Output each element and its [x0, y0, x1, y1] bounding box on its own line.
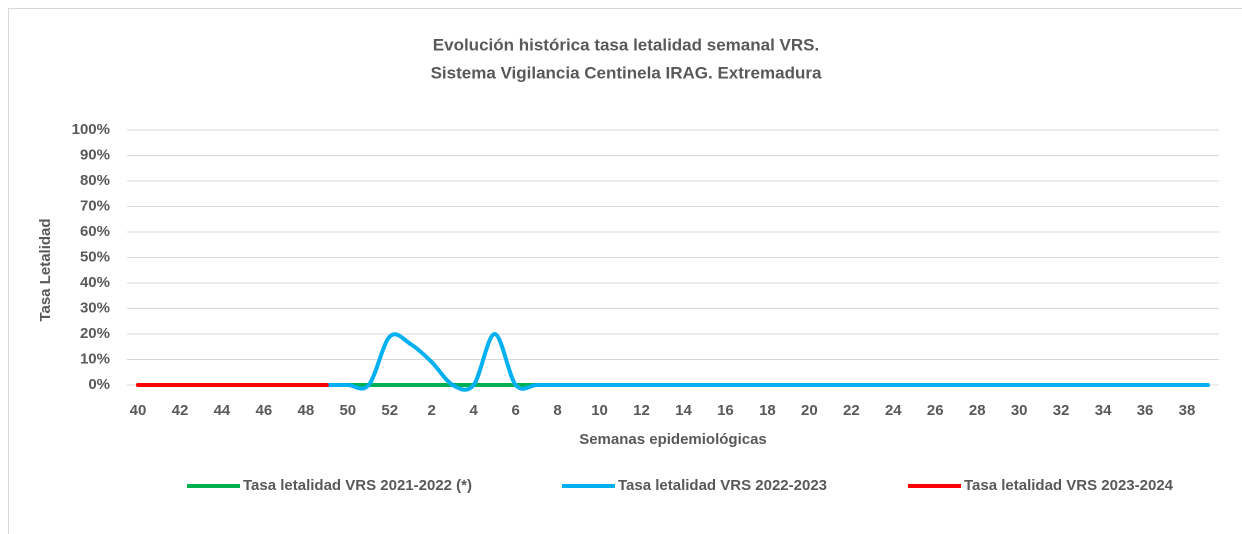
y-tick-label: 50% — [80, 248, 110, 265]
x-tick-label: 4 — [470, 402, 479, 419]
x-tick-label: 12 — [633, 402, 650, 419]
legend-label: Tasa letalidad VRS 2023-2024 — [964, 477, 1174, 494]
y-tick-label: 60% — [80, 223, 110, 240]
x-tick-label: 44 — [214, 402, 231, 419]
legend-label: Tasa letalidad VRS 2022-2023 — [618, 477, 827, 494]
y-tick-label: 10% — [80, 350, 110, 367]
x-tick-label: 30 — [1011, 402, 1028, 419]
x-tick-label: 24 — [885, 402, 902, 419]
x-tick-label: 32 — [1053, 402, 1070, 419]
y-axis-title: Tasa Letalidad — [37, 218, 54, 321]
legend-label: Tasa letalidad VRS 2021-2022 (*) — [243, 477, 472, 494]
y-tick-label: 90% — [80, 146, 110, 163]
x-tick-label: 14 — [675, 402, 692, 419]
x-tick-label: 2 — [428, 402, 436, 419]
x-tick-label: 8 — [553, 402, 561, 419]
x-tick-label: 42 — [172, 402, 189, 419]
x-tick-label: 36 — [1137, 402, 1154, 419]
x-tick-label: 10 — [591, 402, 608, 419]
y-tick-label: 80% — [80, 172, 110, 189]
y-tick-label: 100% — [72, 121, 110, 138]
x-axis-title: Semanas epidemiológicas — [579, 431, 767, 448]
chart-border — [8, 8, 1242, 534]
x-tick-label: 6 — [511, 402, 519, 419]
x-tick-label: 34 — [1095, 402, 1112, 419]
x-tick-label: 26 — [927, 402, 944, 419]
y-tick-label: 70% — [80, 197, 110, 214]
chart-title: Evolución histórica tasa letalidad seman… — [433, 35, 819, 54]
x-tick-label: 20 — [801, 402, 818, 419]
x-tick-label: 50 — [339, 402, 356, 419]
x-tick-label: 28 — [969, 402, 986, 419]
y-tick-label: 20% — [80, 325, 110, 342]
y-tick-label: 30% — [80, 299, 110, 316]
x-tick-label: 18 — [759, 402, 776, 419]
series-line — [324, 332, 1210, 392]
y-tick-label: 40% — [80, 274, 110, 291]
x-tick-label: 22 — [843, 402, 860, 419]
x-tick-label: 40 — [130, 402, 147, 419]
x-tick-label: 38 — [1179, 402, 1196, 419]
chart-title: Sistema Vigilancia Centinela IRAG. Extre… — [431, 63, 822, 82]
x-tick-label: 48 — [297, 402, 314, 419]
x-tick-label: 46 — [256, 402, 273, 419]
x-tick-label: 52 — [381, 402, 398, 419]
x-tick-label: 16 — [717, 402, 734, 419]
y-tick-label: 0% — [88, 376, 110, 393]
